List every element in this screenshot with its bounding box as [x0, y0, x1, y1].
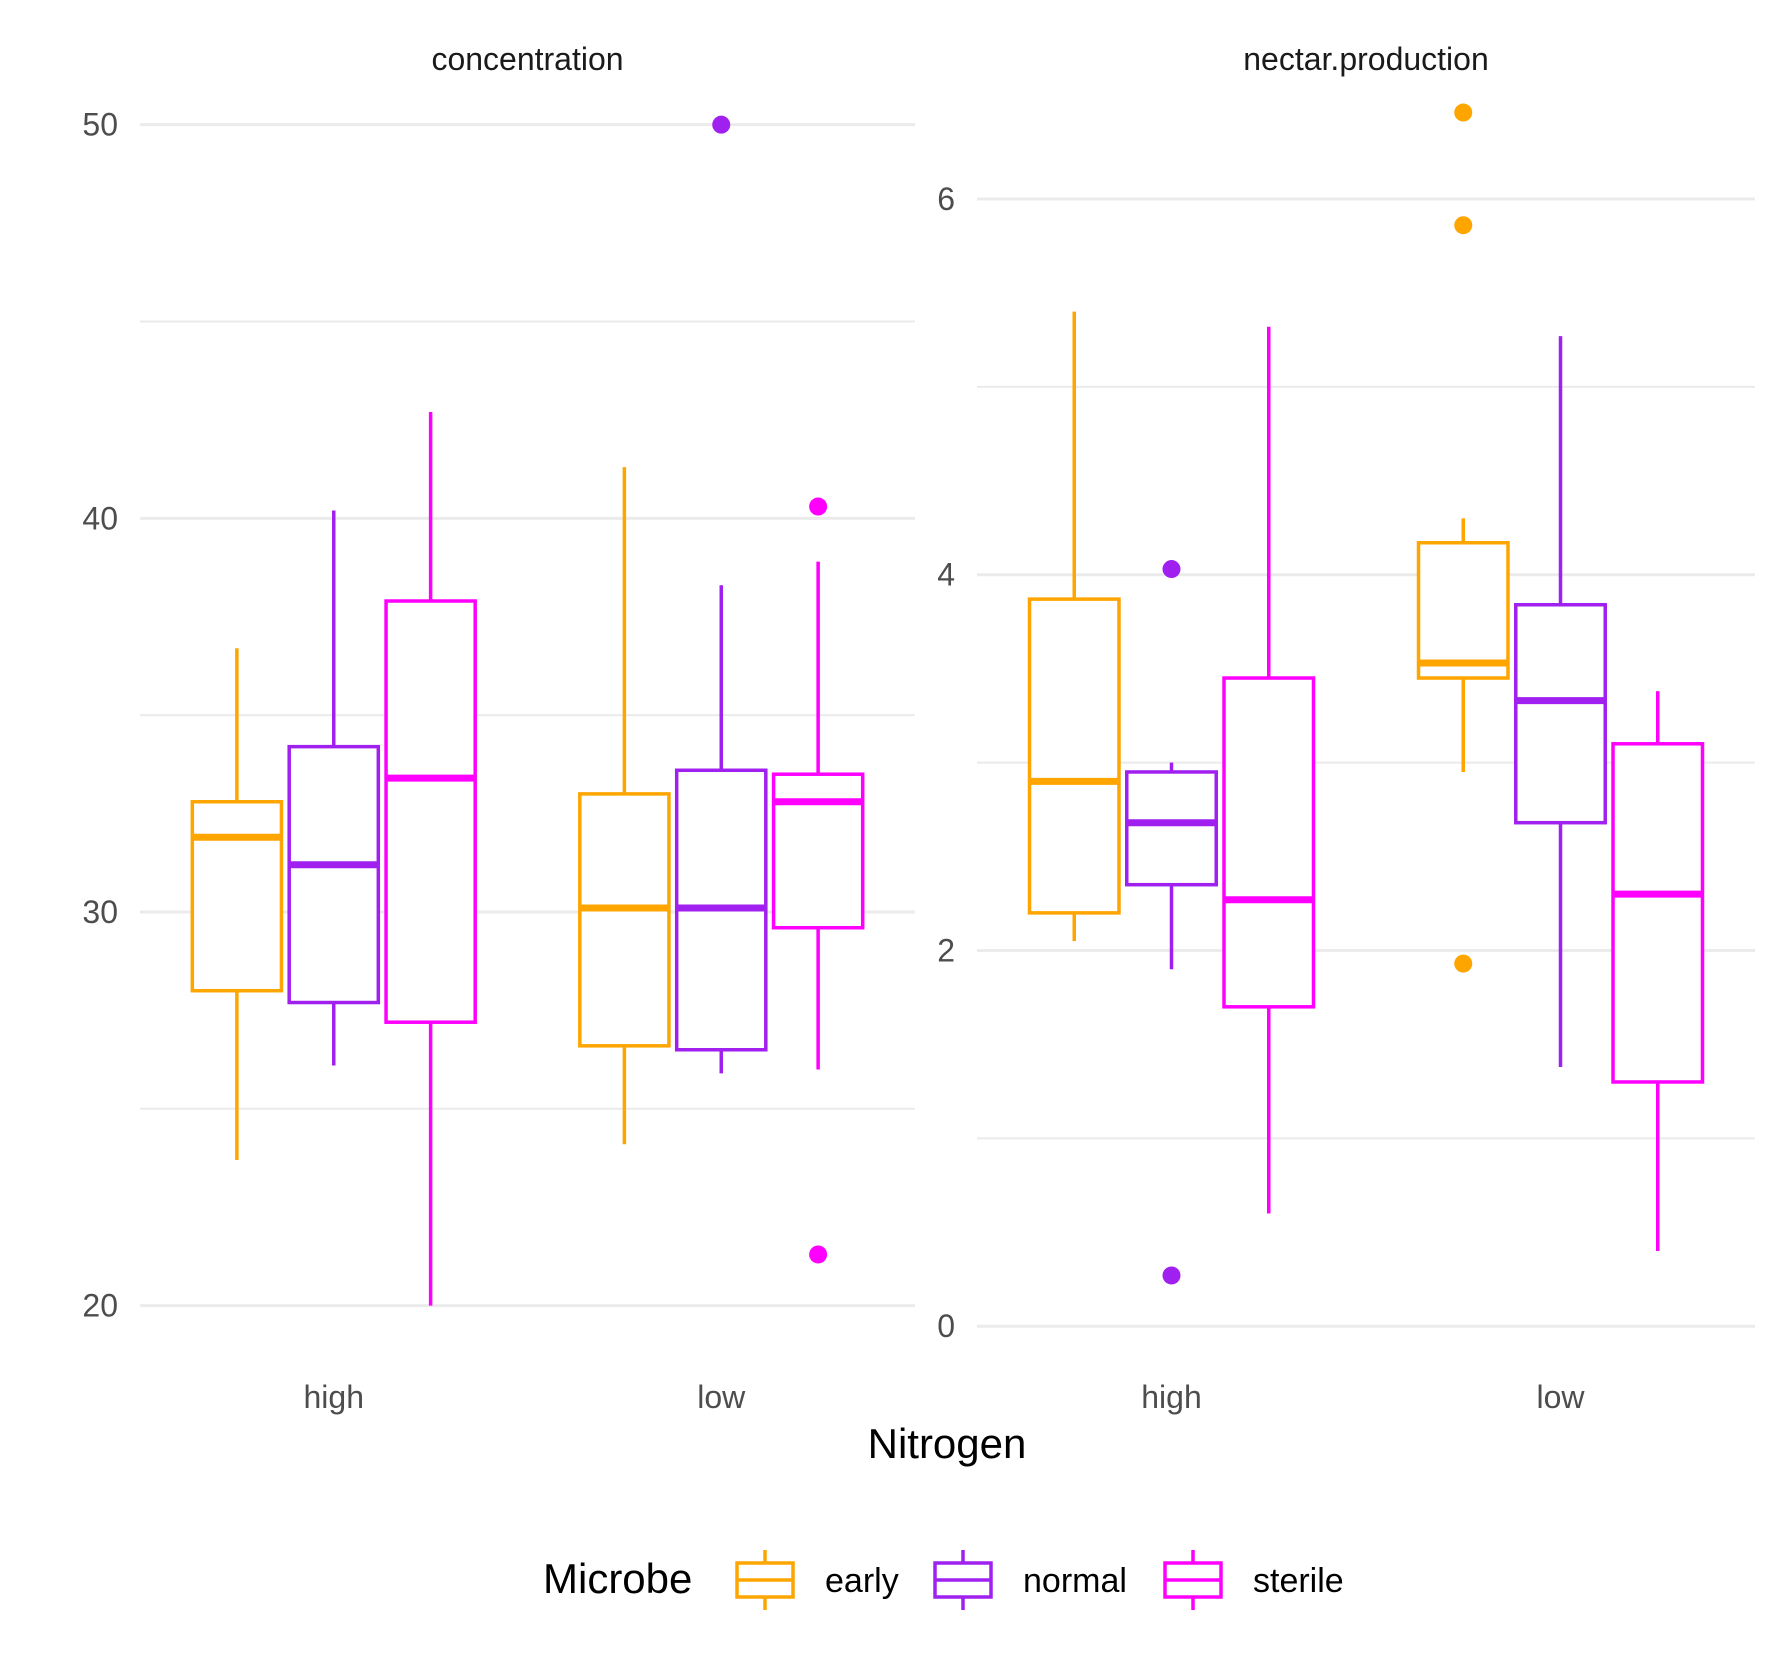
box-body — [771, 772, 865, 930]
outlier-point — [1454, 103, 1473, 122]
box-body — [384, 599, 477, 1024]
box-body — [1125, 770, 1218, 887]
legend-key-normal — [933, 1550, 993, 1610]
box-low-early — [578, 467, 671, 1145]
x-tick-label: high — [304, 1379, 365, 1415]
box-low-normal — [674, 115, 768, 1074]
box-body — [190, 800, 284, 993]
box-low-normal — [1514, 336, 1607, 1067]
box-high-early — [190, 648, 284, 1160]
legend-title: Microbe — [543, 1555, 692, 1602]
outlier-point — [1454, 216, 1473, 235]
y-tick-label: 0 — [937, 1308, 955, 1344]
x-tick-label: low — [1536, 1379, 1585, 1415]
x-tick-label: low — [697, 1379, 746, 1415]
legend-key-sterile — [1163, 1550, 1223, 1610]
y-tick-label: 40 — [82, 500, 118, 536]
box-body — [1222, 676, 1316, 1009]
box-low-early — [1416, 103, 1510, 973]
legend-label-normal: normal — [1023, 1562, 1127, 1600]
outlier-point — [809, 497, 828, 516]
box-body — [1611, 742, 1705, 1084]
chart-panels: 20 30 40 50 concentration high low 0 2 4 6 nectar.p… — [82, 41, 1755, 1415]
panel-nectar.production: 0 2 4 6 nectar.production high low — [937, 41, 1755, 1415]
strip-label: concentration — [431, 41, 623, 77]
y-tick-label: 30 — [82, 894, 118, 930]
legend-label-early: early — [825, 1562, 899, 1600]
box-body — [1416, 541, 1510, 680]
box-high-early — [1027, 311, 1121, 942]
outlier-point — [1162, 560, 1181, 579]
box-high-sterile — [384, 412, 477, 1306]
legend-key-early — [735, 1550, 795, 1610]
box-high-normal — [287, 510, 381, 1066]
y-tick-label: 50 — [82, 107, 118, 143]
outlier-point — [809, 1245, 828, 1264]
box-high-sterile — [1222, 326, 1316, 1214]
box-low-sterile — [1611, 691, 1705, 1252]
y-tick-label: 6 — [937, 181, 955, 217]
box-low-sterile — [771, 497, 865, 1264]
box-body — [578, 792, 671, 1048]
outlier-point — [1454, 954, 1473, 973]
box-high-normal — [1125, 560, 1218, 1285]
y-tick-label: 4 — [937, 557, 955, 593]
y-tick-label: 20 — [82, 1288, 118, 1324]
outlier-point — [1162, 1266, 1181, 1285]
strip-label: nectar.production — [1243, 41, 1489, 77]
legend-label-sterile: sterile — [1253, 1562, 1344, 1600]
box-body — [1027, 597, 1121, 915]
box-body — [1514, 603, 1607, 825]
box-body — [287, 744, 381, 1005]
y-tick-label: 2 — [937, 932, 955, 968]
panel-concentration: 20 30 40 50 concentration high low — [82, 41, 915, 1415]
x-axis-title: Nitrogen — [868, 1420, 1027, 1467]
legend: Microbe early normal sterile — [543, 1550, 1344, 1610]
x-tick-label: high — [1141, 1379, 1202, 1415]
outlier-point — [712, 115, 731, 134]
